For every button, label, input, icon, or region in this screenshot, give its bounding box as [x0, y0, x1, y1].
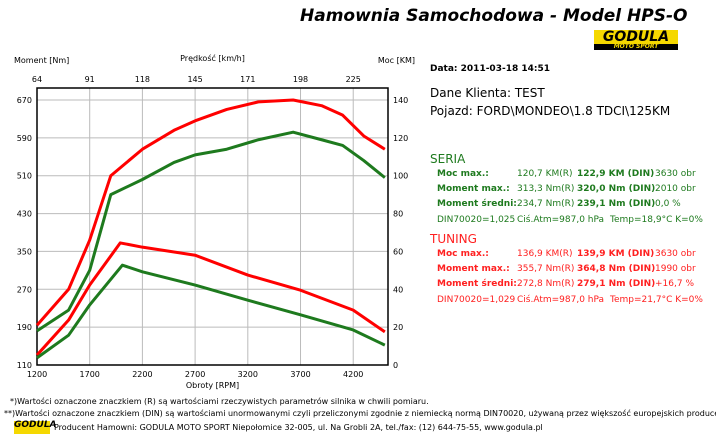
x-tick-label: 1200	[27, 370, 47, 379]
x-axis-title: Obroty [RPM]	[186, 381, 239, 390]
x-tick-label: 1700	[80, 370, 100, 379]
stat-label: Moment średni:	[437, 199, 517, 209]
y-axis-title: Moment [Nm]	[14, 56, 69, 65]
stat-extra: 0,0 %	[655, 199, 681, 209]
stat-r-value: 136,9 KM(R)	[517, 249, 573, 259]
y-tick-label: 430	[17, 210, 32, 219]
y2-tick-label: 20	[393, 323, 403, 332]
stat-label: Moc max.:	[437, 169, 489, 179]
x-tick-label: 3700	[290, 370, 310, 379]
stat-extra: +16,7 %	[655, 279, 694, 289]
note-r: *)Wartości oznaczone znaczkiem (R) są wa…	[10, 397, 429, 406]
page-title: Hamownia Samochodowa - Model HPS-O	[300, 6, 688, 26]
stat-din-value: 279,1 Nm (DIN)	[577, 279, 656, 289]
y-tick-label: 110	[17, 361, 32, 370]
stat-label: Moc max.:	[437, 249, 489, 259]
stat-din-value: 320,0 Nm (DIN)	[577, 184, 656, 194]
y-tick-label: 270	[17, 285, 32, 294]
stat-din-value: 122,9 KM (DIN)	[577, 169, 655, 179]
series-tuning-moc	[35, 98, 386, 327]
producer-info: Producent Hamowni: GODULA MOTO SPORT Nie…	[54, 423, 543, 432]
series-tuning-moment	[35, 241, 386, 357]
y2-axis-title: Moc [KM]	[378, 56, 415, 65]
vehicle: Pojazd: FORD\MONDEO\1.8 TDCI\125KM	[430, 104, 671, 118]
atm-pressure: Ciś.Atm=987,0 hPa	[517, 295, 605, 305]
y2-tick-label: 80	[393, 210, 403, 219]
x-tick-label: 2200	[132, 370, 152, 379]
x2-tick-label: 225	[346, 75, 361, 84]
godula-logo: GODULA MOTO SPORT	[594, 30, 678, 50]
y2-tick-label: 40	[393, 285, 403, 294]
seria-title: SERIA	[430, 152, 466, 166]
plot-frame	[36, 87, 389, 366]
series-seria-moment	[36, 263, 386, 360]
client: Dane Klienta: TEST	[430, 86, 545, 100]
y-tick-label: 510	[17, 172, 32, 181]
stat-label: Moment max.:	[437, 264, 510, 274]
y-tick-label: 670	[17, 96, 32, 105]
tuning-title: TUNING	[430, 232, 477, 246]
series-seria-moc	[36, 130, 386, 333]
x2-tick-label: 171	[240, 75, 255, 84]
stat-r-value: 355,7 Nm(R)	[517, 264, 575, 274]
stat-label: Moment max.:	[437, 184, 510, 194]
x2-axis-title: Prędkość [km/h]	[180, 53, 245, 63]
date: Data: 2011-03-18 14:51	[430, 64, 551, 74]
stat-label: Moment średni:	[437, 279, 517, 289]
stat-extra: 1990 obr	[655, 264, 696, 274]
stat-r-value: 313,3 Nm(R)	[517, 184, 575, 194]
din-factor: DIN70020=1,029	[437, 295, 516, 305]
stat-r-value: 234,7 Nm(R)	[517, 199, 575, 209]
stat-din-value: 364,8 Nm (DIN)	[577, 264, 656, 274]
y2-tick-label: 100	[393, 172, 408, 181]
y-tick-label: 590	[17, 134, 32, 143]
x-tick-label: 4200	[343, 370, 363, 379]
temperature: Temp=21,7°C K=0%	[610, 295, 703, 305]
y-tick-label: 350	[17, 247, 32, 256]
x-tick-label: 3200	[238, 370, 258, 379]
y-tick-label: 190	[17, 323, 32, 332]
x2-tick-label: 198	[293, 75, 308, 84]
y2-tick-label: 140	[393, 96, 408, 105]
dyno-chart: 1200641700912200118270014532001713700198…	[14, 53, 415, 390]
note-din: **)Wartości oznaczone znaczkiem (DIN) są…	[4, 409, 716, 418]
x-tick-label: 2700	[185, 370, 205, 379]
stat-din-value: 239,1 Nm (DIN)	[577, 199, 656, 209]
x2-tick-label: 145	[187, 75, 202, 84]
stat-extra: 2010 obr	[655, 184, 696, 194]
stat-extra: 3630 obr	[655, 249, 696, 259]
y2-tick-label: 60	[393, 247, 403, 256]
temperature: Temp=18,9°C K=0%	[610, 215, 703, 225]
x2-tick-label: 64	[32, 75, 42, 84]
stat-extra: 3630 obr	[655, 169, 696, 179]
din-factor: DIN70020=1,025	[437, 215, 516, 225]
stat-din-value: 139,9 KM (DIN)	[577, 249, 655, 259]
atm-pressure: Ciś.Atm=987,0 hPa	[517, 215, 605, 225]
godula-footer-logo: GODULA	[14, 421, 57, 434]
y2-tick-label: 120	[393, 134, 408, 143]
y2-tick-label: 0	[393, 361, 398, 370]
stat-r-value: 272,8 Nm(R)	[517, 279, 575, 289]
x2-tick-label: 118	[135, 75, 150, 84]
stat-r-value: 120,7 KM(R)	[517, 169, 573, 179]
x2-tick-label: 91	[85, 75, 95, 84]
